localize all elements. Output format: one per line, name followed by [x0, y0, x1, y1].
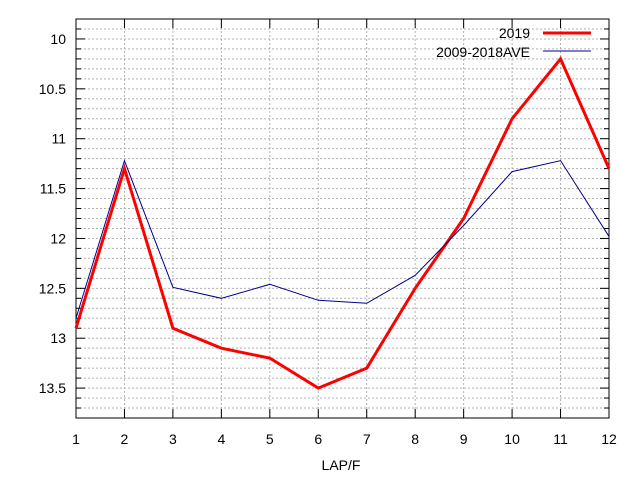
series-line-2019 — [74, 56, 611, 390]
y-tick-label: 13.5 — [39, 380, 66, 396]
x-tick-label: 6 — [314, 431, 322, 447]
x-tick-label: 4 — [217, 431, 225, 447]
y-tick-label: 12 — [50, 230, 66, 246]
y-tick-label: 12.5 — [39, 280, 66, 296]
series-lines — [74, 56, 611, 390]
series-line-2009-2018ave — [75, 159, 610, 319]
x-tick-label: 2 — [121, 431, 129, 447]
x-tick-label: 10 — [504, 431, 520, 447]
x-tick-label: 7 — [363, 431, 371, 447]
y-tick-label: 13 — [50, 330, 66, 346]
x-tick-label: 5 — [266, 431, 274, 447]
x-tick-label: 11 — [553, 431, 568, 447]
x-tick-label: 1 — [72, 431, 80, 447]
y-tick-label: 11.5 — [40, 181, 66, 197]
legend: 2019 2009-2018AVE — [436, 25, 591, 60]
legend-label-2009-2018ave: 2009-2018AVE — [436, 44, 530, 60]
y-tick-label: 10.5 — [39, 81, 66, 97]
x-tick-label: 12 — [601, 431, 617, 447]
x-tick-label: 3 — [169, 431, 177, 447]
legend-label-2019: 2019 — [499, 25, 530, 41]
y-tick-label: 11 — [51, 131, 66, 147]
x-axis-label: LAP/F — [322, 457, 361, 473]
y-tick-label: 10 — [50, 31, 66, 47]
x-tick-label: 8 — [411, 431, 419, 447]
x-tick-label: 9 — [460, 431, 468, 447]
